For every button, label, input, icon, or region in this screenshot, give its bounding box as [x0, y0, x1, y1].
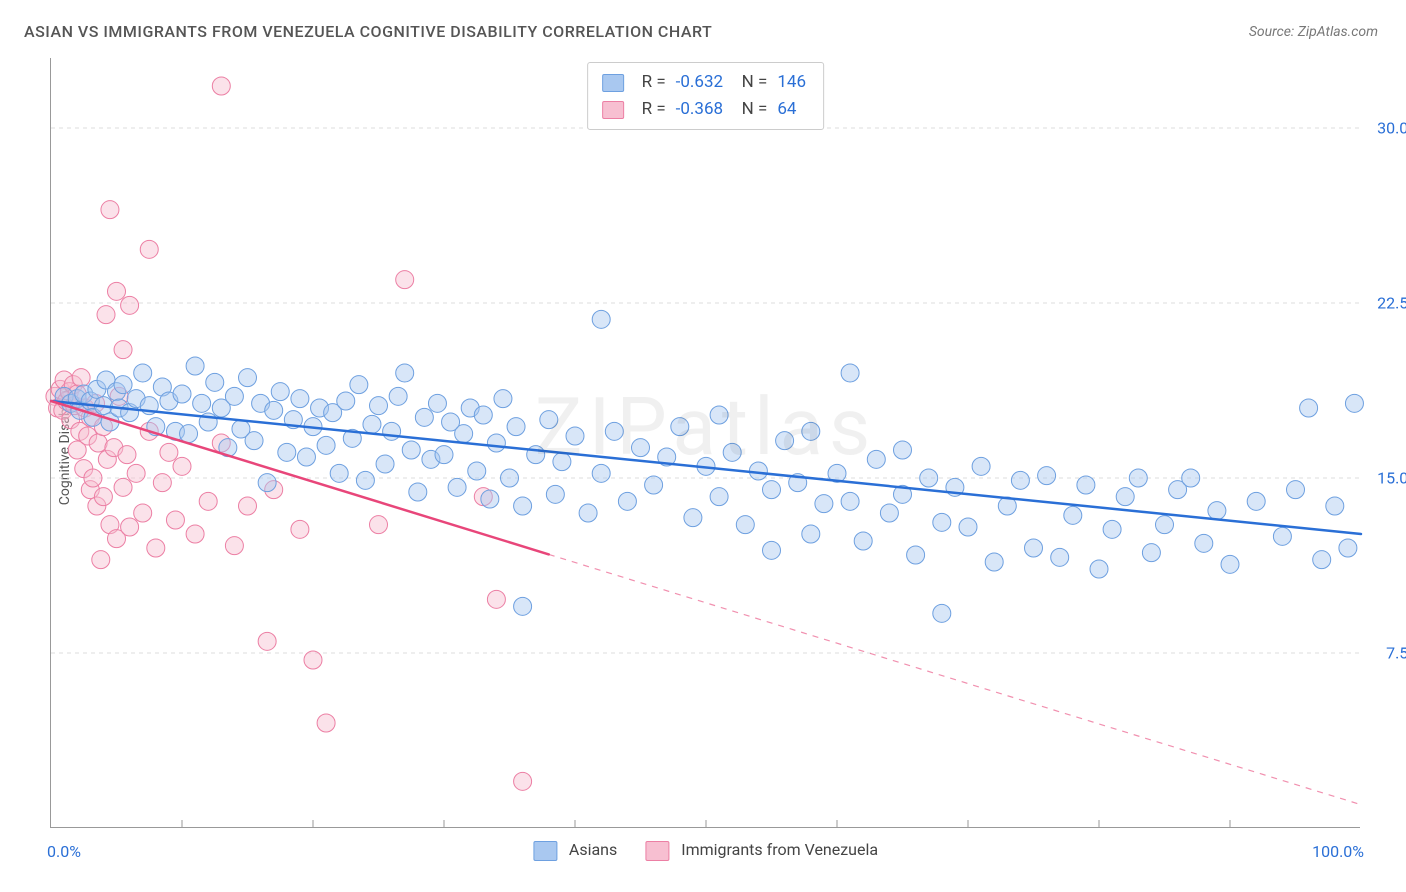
stat-ven-r: -0.368: [676, 96, 732, 123]
bottom-legend: Asians Immigrants from Venezuela: [533, 840, 878, 861]
x-axis-max-label: 100.0%: [1312, 842, 1364, 861]
stat-row-asians: R = -0.632 N = 146: [602, 69, 810, 96]
y-tick-label: 30.0%: [1377, 119, 1406, 138]
stat-ven-n: 64: [777, 96, 809, 123]
stat-asians-n: 146: [777, 69, 809, 96]
chart-title: ASIAN VS IMMIGRANTS FROM VENEZUELA COGNI…: [24, 22, 712, 41]
y-tick-label: 7.5%: [1386, 644, 1406, 663]
stat-n-label: N =: [742, 69, 768, 96]
stat-r-label-2: R =: [642, 96, 666, 123]
legend-label-venezuela: Immigrants from Venezuela: [681, 840, 878, 859]
chart-plot-area: ZIPatlas 7.5%15.0%22.5%30.0% 0.0% 100.0%…: [50, 58, 1360, 828]
stat-asians-r: -0.632: [676, 69, 732, 96]
stat-row-venezuela: R = -0.368 N = 64: [602, 96, 810, 123]
swatch-venezuela: [645, 841, 669, 861]
legend-item-asians: Asians: [533, 840, 617, 861]
y-tick-label: 15.0%: [1377, 469, 1406, 488]
swatch-asians-small: [602, 74, 624, 92]
swatch-asians: [533, 841, 557, 861]
y-tick-label: 22.5%: [1377, 294, 1406, 313]
stat-r-label: R =: [642, 69, 666, 96]
stat-legend: R = -0.632 N = 146 R = -0.368 N = 64: [587, 62, 825, 130]
x-axis-min-label: 0.0%: [47, 842, 81, 861]
chart-source: Source: ZipAtlas.com: [1249, 24, 1378, 40]
legend-label-asians: Asians: [569, 840, 617, 859]
stat-n-label-2: N =: [742, 96, 768, 123]
swatch-venezuela-small: [602, 101, 624, 119]
legend-item-venezuela: Immigrants from Venezuela: [645, 840, 878, 861]
chart-svg: [51, 58, 1361, 828]
